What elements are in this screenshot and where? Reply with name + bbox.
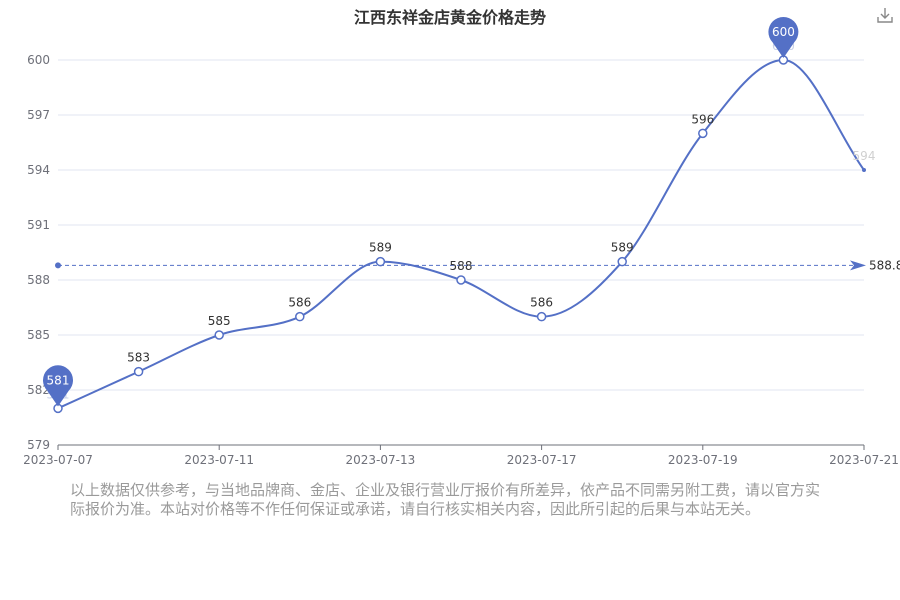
average-line-label: 588.8 [869, 258, 900, 272]
data-label: 586 [288, 296, 311, 310]
data-label: 596 [691, 112, 714, 126]
data-label: 585 [208, 314, 231, 328]
data-point [295, 311, 305, 322]
data-point [375, 256, 386, 267]
x-tick-label: 2023-07-19 [668, 453, 738, 467]
data-point [133, 366, 144, 377]
max-mark-pin [768, 16, 799, 58]
disclaimer-text: 以上数据仅供参考，与当地品牌商、金店、企业及银行营业厅报价有所差异，依产品不同需… [70, 481, 821, 518]
x-tick-label: 2023-07-07 [23, 453, 93, 467]
data-label: 588 [450, 259, 473, 273]
y-tick-label: 597 [27, 108, 50, 122]
data-label: 583 [127, 351, 150, 365]
average-line-start [55, 262, 61, 269]
x-tick-label: 2023-07-11 [184, 453, 254, 467]
min-mark-pin [43, 365, 73, 407]
data-point [698, 128, 708, 139]
data-label: 589 [369, 241, 392, 255]
y-tick-label: 582 [27, 383, 50, 397]
x-tick-label: 2023-07-13 [346, 453, 416, 467]
series-line [57, 58, 865, 410]
data-point [536, 311, 547, 322]
download-icon[interactable] [876, 6, 894, 24]
max-mark-label: 600 [772, 25, 795, 39]
chart-title: 江西东祥金店黄金价格走势 [353, 8, 546, 27]
x-tick-label: 2023-07-21 [829, 453, 899, 467]
data-point [862, 168, 866, 172]
data-point [214, 330, 224, 340]
data-point [617, 256, 627, 267]
data-label: 586 [530, 296, 553, 310]
y-tick-label: 591 [27, 218, 50, 232]
data-label: 589 [611, 241, 634, 255]
y-tick-label: 588 [27, 273, 50, 287]
y-tick-label: 594 [27, 163, 50, 177]
data-label: 594 [853, 149, 876, 163]
min-mark-label: 581 [47, 373, 70, 387]
data-point [456, 275, 466, 285]
y-tick-label: 600 [27, 53, 50, 67]
average-line-arrow [850, 260, 866, 271]
y-tick-label: 579 [27, 438, 50, 452]
x-tick-label: 2023-07-17 [507, 453, 577, 467]
y-tick-label: 585 [27, 328, 50, 342]
